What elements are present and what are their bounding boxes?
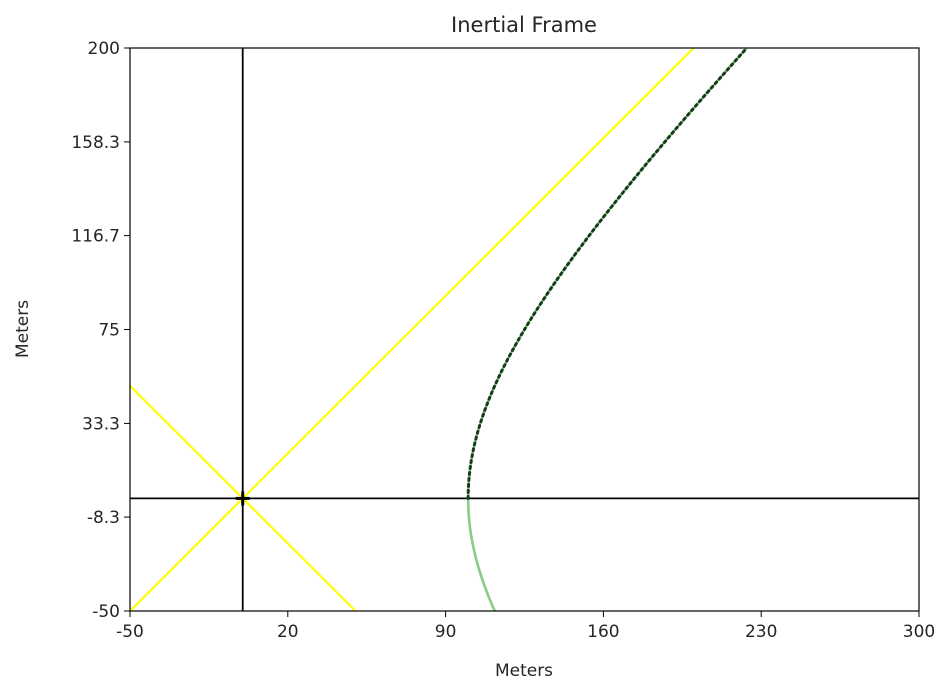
x-tick-label: -50: [116, 622, 144, 642]
x-axis-label: Meters: [495, 661, 553, 681]
y-tick-label: 200: [88, 39, 120, 59]
y-axis-label: Meters: [13, 300, 33, 358]
chart-title: Inertial Frame: [451, 13, 597, 37]
x-tick-label: 300: [903, 622, 935, 642]
x-tick-label: 90: [435, 622, 457, 642]
x-tick-label: 160: [587, 622, 619, 642]
y-tick-label: -50: [92, 602, 120, 622]
y-tick-label: 33.3: [82, 414, 120, 434]
y-tick-label: 158.3: [71, 133, 120, 153]
plot-area: [130, 48, 919, 611]
x-tick-label: 230: [745, 622, 777, 642]
x-tick-label: 20: [277, 622, 299, 642]
worldline-dotted-curve: [466, 48, 749, 500]
light-cone-line-2: [130, 48, 695, 611]
y-tick-label: 116.7: [71, 227, 120, 247]
y-tick-label: 75: [98, 321, 120, 341]
y-tick-label: -8.3: [87, 508, 120, 528]
y-axis: -50 -8.3 33.3 75 116.7 158.3 200: [71, 39, 130, 622]
x-axis: -50 20 90 160 230 300: [116, 611, 935, 642]
worldline-curve: [466, 48, 748, 611]
